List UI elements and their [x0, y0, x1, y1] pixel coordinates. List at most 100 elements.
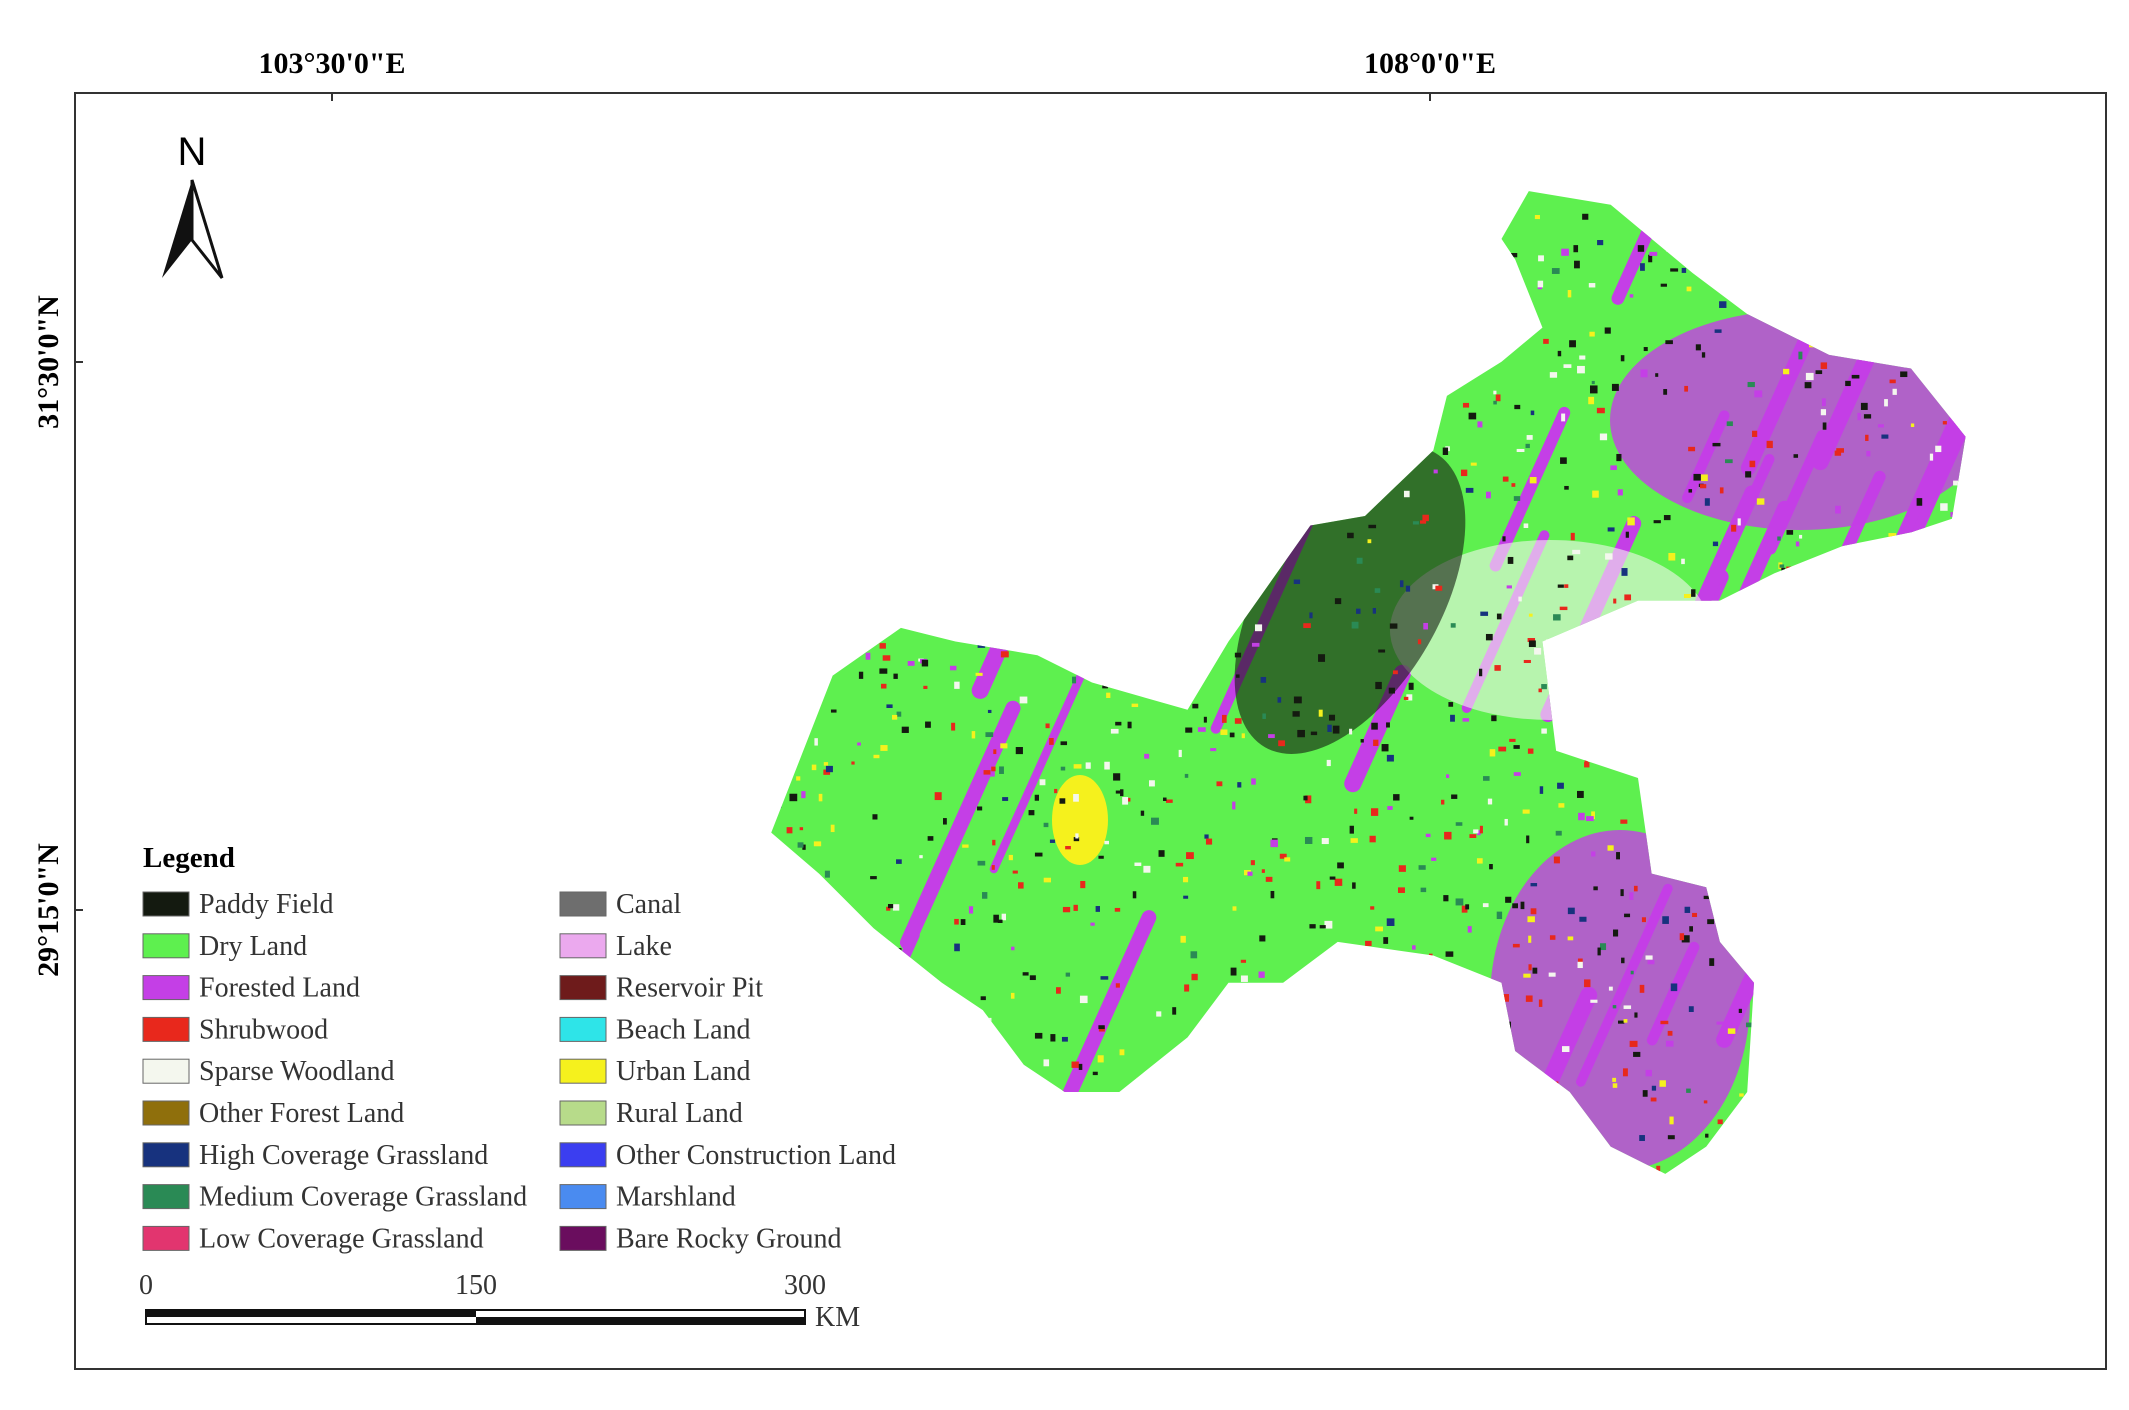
speckle	[1201, 344, 1209, 348]
speckle	[1263, 314, 1268, 322]
speckle	[1358, 289, 1363, 293]
speckle	[1772, 833, 1777, 838]
speckle	[1059, 798, 1066, 804]
speckle	[763, 726, 768, 730]
speckle	[1008, 854, 1013, 861]
speckle	[1967, 739, 1971, 744]
speckle	[1446, 774, 1450, 779]
speckle	[1941, 295, 1948, 302]
speckle	[780, 1049, 788, 1057]
speckle	[1134, 862, 1142, 866]
speckle	[1418, 865, 1426, 870]
speckle	[1692, 912, 1698, 918]
speckle	[1576, 790, 1584, 798]
speckle	[1863, 414, 1872, 419]
speckle	[874, 1017, 880, 1026]
speckle	[1224, 1149, 1232, 1153]
speckle	[1931, 231, 1938, 235]
speckle	[1953, 269, 1957, 275]
speckle	[1219, 371, 1227, 377]
speckle	[1463, 261, 1468, 267]
speckle	[1605, 184, 1612, 189]
speckle	[830, 709, 837, 713]
speckle	[1073, 837, 1080, 842]
speckle	[1132, 891, 1137, 899]
speckle	[1358, 1164, 1365, 1173]
speckle	[1489, 864, 1493, 870]
speckle	[777, 981, 785, 987]
speckle	[1666, 247, 1674, 252]
speckle	[1396, 433, 1404, 438]
speckle	[1656, 1165, 1661, 1172]
speckle	[1772, 1095, 1780, 1102]
speckle	[1243, 385, 1251, 392]
speckle	[955, 411, 963, 417]
legend-title: Legend	[143, 842, 235, 874]
speckle	[1131, 703, 1139, 708]
speckle	[1793, 723, 1801, 732]
speckle	[780, 1103, 786, 1111]
speckle	[1184, 584, 1189, 589]
speckle	[1896, 204, 1904, 210]
speckle	[1945, 280, 1953, 286]
speckle	[806, 411, 812, 419]
speckle	[1665, 1040, 1674, 1047]
speckle	[1922, 632, 1928, 637]
speckle	[1218, 555, 1227, 563]
speckle	[902, 605, 906, 609]
speckle	[935, 589, 943, 598]
speckle	[1121, 466, 1127, 473]
speckle	[1786, 664, 1792, 671]
speckle	[1686, 286, 1692, 292]
speckle	[1835, 824, 1841, 829]
speckle	[1842, 1102, 1851, 1108]
speckle	[1152, 304, 1158, 310]
speckle	[1356, 231, 1364, 236]
speckle	[1431, 857, 1437, 861]
speckle	[1808, 717, 1812, 723]
speckle	[1572, 1152, 1578, 1158]
speckle	[1001, 913, 1006, 921]
speckle	[1866, 450, 1871, 457]
speckle	[1406, 694, 1413, 701]
speckle	[1972, 1111, 1978, 1116]
speckle	[1392, 274, 1396, 280]
speckle	[1327, 724, 1332, 732]
latitude-label: 31°30'0"N	[32, 295, 65, 429]
speckle	[1543, 338, 1549, 344]
speckle	[1642, 1090, 1648, 1097]
speckle	[922, 1135, 928, 1143]
speckle	[872, 814, 878, 820]
speckle	[1267, 191, 1271, 195]
speckle	[1624, 629, 1632, 636]
speckle	[1528, 613, 1533, 617]
speckle	[1851, 374, 1860, 379]
speckle	[949, 665, 957, 671]
speckle	[1482, 903, 1489, 908]
speckle	[1265, 470, 1271, 475]
speckle	[1221, 714, 1227, 723]
speckle	[1375, 681, 1382, 690]
speckle	[1821, 268, 1826, 272]
speckle	[1043, 822, 1049, 828]
speckle	[1588, 283, 1596, 288]
speckle	[1635, 715, 1641, 724]
speckle	[1751, 1088, 1756, 1093]
speckle	[1964, 1070, 1966, 1077]
speckle	[1281, 1027, 1288, 1036]
speckle	[1468, 412, 1477, 420]
speckle	[1270, 890, 1275, 899]
speckle	[1786, 566, 1794, 572]
speckle	[799, 827, 804, 831]
speckle	[771, 363, 775, 369]
speckle	[1681, 935, 1690, 943]
speckle	[827, 935, 834, 943]
speckle	[1824, 993, 1829, 1000]
speckle	[896, 475, 902, 482]
speckle	[1231, 392, 1235, 398]
speckle	[1045, 229, 1050, 236]
speckle	[1775, 654, 1784, 659]
speckle	[1581, 1160, 1586, 1164]
speckle	[1425, 1154, 1433, 1160]
speckle	[1408, 682, 1414, 690]
